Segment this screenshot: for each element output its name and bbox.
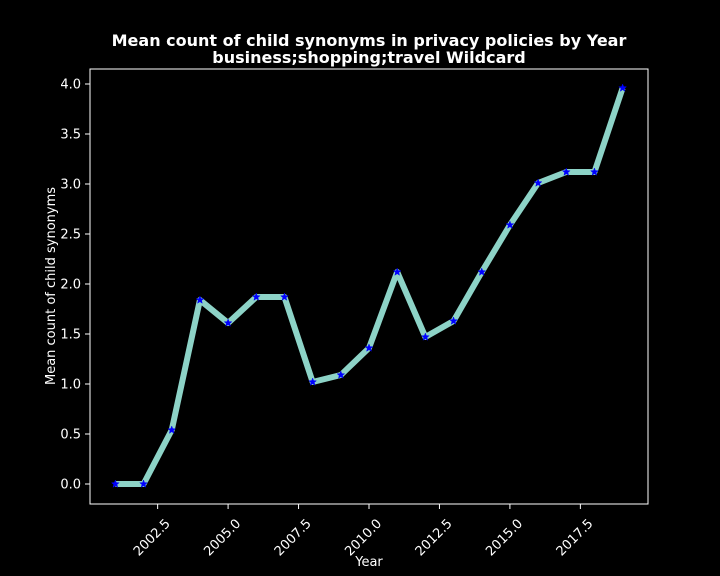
y-tick-label: 4.0 bbox=[60, 78, 81, 93]
data-point-marker bbox=[279, 292, 289, 301]
data-point-marker bbox=[364, 343, 374, 352]
data-point-marker bbox=[589, 167, 599, 176]
y-tick-label: 3.5 bbox=[60, 128, 81, 143]
y-tick-label: 0.5 bbox=[60, 428, 81, 443]
data-point-marker bbox=[167, 425, 177, 434]
data-point-marker bbox=[505, 220, 515, 229]
data-point-marker bbox=[449, 316, 459, 325]
data-point-marker bbox=[392, 267, 402, 276]
data-point-marker bbox=[251, 292, 261, 301]
y-axis: 0.0 0.5 1.0 1.5 2.0 2.5 3.0 3.5 4.0 bbox=[60, 78, 90, 493]
data-point-marker bbox=[533, 178, 543, 187]
y-axis-label: Mean count of child synonyms bbox=[44, 187, 59, 385]
y-tick-label: 2.5 bbox=[60, 228, 81, 243]
chart-subtitle: business;shopping;travel Wildcard bbox=[212, 48, 525, 67]
y-tick-label: 0.0 bbox=[60, 478, 81, 493]
y-tick-label: 2.0 bbox=[60, 278, 81, 293]
data-point-marker bbox=[618, 83, 628, 92]
marker-layer bbox=[110, 83, 628, 488]
data-point-marker bbox=[139, 479, 149, 488]
data-point-marker bbox=[561, 167, 571, 176]
data-point-marker bbox=[110, 479, 120, 488]
y-tick-label: 1.5 bbox=[60, 328, 81, 343]
x-axis-label: Year bbox=[354, 555, 383, 570]
data-point-marker bbox=[336, 370, 346, 379]
y-tick-label: 1.0 bbox=[60, 378, 81, 393]
data-point-marker bbox=[420, 332, 430, 341]
data-point-marker bbox=[308, 377, 318, 386]
data-point-marker bbox=[223, 318, 233, 327]
data-point-marker bbox=[477, 267, 487, 276]
chart-title: Mean count of child synonyms in privacy … bbox=[112, 31, 627, 50]
data-point-marker bbox=[195, 295, 205, 304]
y-tick-label: 3.0 bbox=[60, 178, 81, 193]
